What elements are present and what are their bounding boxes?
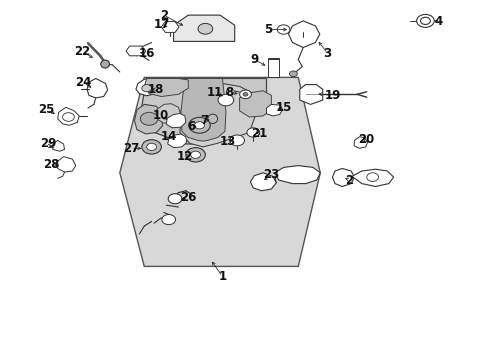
Polygon shape bbox=[250, 173, 276, 191]
Circle shape bbox=[142, 140, 161, 154]
Polygon shape bbox=[299, 85, 322, 104]
Text: 28: 28 bbox=[43, 158, 60, 171]
Polygon shape bbox=[288, 21, 319, 48]
Circle shape bbox=[198, 23, 212, 34]
Text: 22: 22 bbox=[74, 45, 90, 58]
Circle shape bbox=[185, 148, 205, 162]
Polygon shape bbox=[144, 78, 188, 96]
Polygon shape bbox=[167, 134, 186, 148]
Polygon shape bbox=[136, 79, 158, 96]
Polygon shape bbox=[161, 22, 179, 32]
Text: 25: 25 bbox=[38, 103, 55, 116]
Text: 26: 26 bbox=[180, 191, 196, 204]
Bar bbox=[267, 58, 278, 77]
Polygon shape bbox=[180, 83, 256, 147]
Circle shape bbox=[218, 94, 233, 106]
Circle shape bbox=[62, 113, 74, 121]
Circle shape bbox=[277, 25, 289, 34]
Polygon shape bbox=[58, 157, 76, 172]
Circle shape bbox=[190, 151, 200, 158]
Polygon shape bbox=[58, 107, 79, 125]
Circle shape bbox=[188, 117, 210, 133]
Text: 7: 7 bbox=[200, 114, 208, 127]
Circle shape bbox=[416, 14, 433, 27]
Text: 1: 1 bbox=[218, 270, 226, 283]
Ellipse shape bbox=[101, 60, 109, 68]
Polygon shape bbox=[120, 77, 320, 266]
Circle shape bbox=[142, 85, 151, 92]
Ellipse shape bbox=[207, 114, 217, 123]
Circle shape bbox=[239, 90, 251, 99]
Circle shape bbox=[168, 194, 182, 204]
Polygon shape bbox=[142, 78, 266, 144]
Text: 21: 21 bbox=[250, 127, 267, 140]
Polygon shape bbox=[351, 169, 393, 186]
Text: 23: 23 bbox=[263, 168, 279, 181]
Circle shape bbox=[162, 215, 175, 225]
Circle shape bbox=[146, 143, 156, 150]
Polygon shape bbox=[239, 91, 271, 117]
Text: 8: 8 bbox=[225, 86, 233, 99]
Text: 17: 17 bbox=[153, 18, 169, 31]
Text: 18: 18 bbox=[147, 83, 163, 96]
Text: 6: 6 bbox=[187, 120, 195, 133]
Text: 5: 5 bbox=[264, 23, 271, 36]
Polygon shape bbox=[181, 78, 225, 141]
Text: 20: 20 bbox=[358, 133, 374, 146]
Text: 24: 24 bbox=[75, 76, 91, 89]
Text: 13: 13 bbox=[219, 135, 235, 148]
Circle shape bbox=[420, 17, 429, 24]
Polygon shape bbox=[126, 46, 145, 56]
Text: 16: 16 bbox=[138, 47, 155, 60]
Text: 15: 15 bbox=[275, 101, 291, 114]
Circle shape bbox=[140, 112, 158, 125]
Polygon shape bbox=[266, 104, 282, 116]
Text: 11: 11 bbox=[206, 86, 223, 99]
Text: 2: 2 bbox=[160, 9, 167, 22]
Polygon shape bbox=[155, 104, 181, 123]
Text: 9: 9 bbox=[250, 53, 258, 66]
Text: 27: 27 bbox=[122, 142, 139, 155]
Text: 10: 10 bbox=[152, 109, 168, 122]
Circle shape bbox=[194, 122, 204, 129]
Circle shape bbox=[243, 93, 247, 96]
Polygon shape bbox=[87, 78, 107, 98]
Circle shape bbox=[229, 135, 244, 146]
Circle shape bbox=[246, 128, 259, 137]
Text: 4: 4 bbox=[433, 15, 441, 28]
Polygon shape bbox=[53, 140, 64, 151]
Text: 29: 29 bbox=[40, 137, 56, 150]
Text: 19: 19 bbox=[324, 89, 340, 102]
Text: 14: 14 bbox=[160, 130, 177, 143]
Polygon shape bbox=[173, 15, 234, 41]
Circle shape bbox=[289, 71, 297, 77]
Polygon shape bbox=[274, 166, 320, 184]
Polygon shape bbox=[353, 137, 367, 148]
Text: 2: 2 bbox=[345, 174, 353, 186]
Polygon shape bbox=[332, 168, 354, 186]
Circle shape bbox=[366, 173, 378, 181]
Polygon shape bbox=[134, 104, 162, 134]
Text: 3: 3 bbox=[323, 47, 331, 60]
Text: 12: 12 bbox=[176, 150, 193, 163]
Polygon shape bbox=[166, 113, 185, 128]
